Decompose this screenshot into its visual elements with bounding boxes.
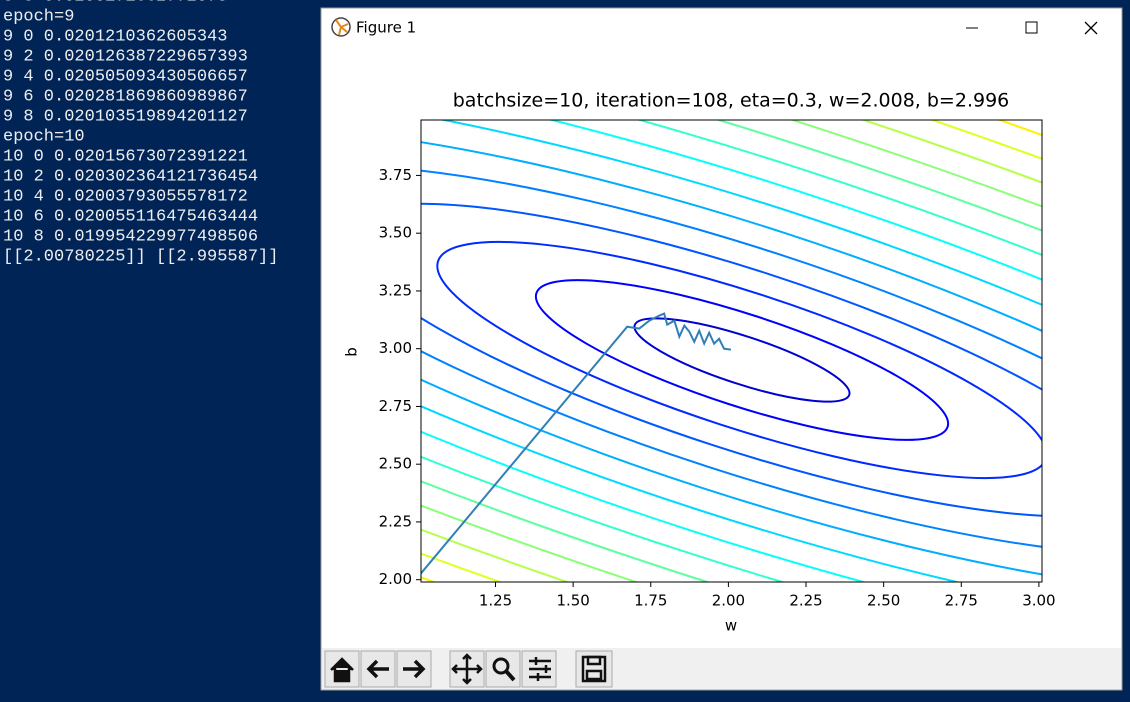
close-button[interactable] (1084, 21, 1098, 35)
save-button[interactable] (575, 650, 613, 688)
y-axis-label: b (343, 347, 361, 357)
terminal-line: 9 4 0.020505093430506657 (3, 67, 248, 86)
contour-line (421, 202, 1042, 518)
zoom-button[interactable] (485, 650, 521, 688)
terminal-line: 10 6 0.020055116475463444 (3, 207, 258, 226)
x-tick-label: 2.00 (712, 592, 745, 610)
terminal-line: 10 8 0.019954229977498506 (3, 227, 258, 246)
terminal: 8 8 0.0200171662772073epoch=99 0 0.02012… (3, 0, 278, 266)
x-tick-label: 1.25 (479, 592, 512, 610)
pan-button[interactable] (449, 650, 485, 688)
y-tick-label: 2.75 (379, 397, 412, 415)
terminal-line: 10 0 0.02015673072391221 (3, 147, 248, 166)
trajectory-line (421, 312, 732, 575)
terminal-line: 9 8 0.020103519894201127 (3, 107, 248, 126)
back-button[interactable] (360, 650, 396, 688)
terminal-line: 9 2 0.020126387229657393 (3, 47, 248, 66)
terminal-line: epoch=10 (3, 127, 85, 146)
contour-line (421, 164, 1042, 556)
window-icon (331, 17, 351, 37)
configure-button[interactable] (521, 650, 557, 688)
x-tick-label: 1.50 (556, 592, 589, 610)
contour-line (534, 279, 950, 441)
y-tick-label: 3.00 (379, 339, 412, 357)
y-tick-label: 3.75 (379, 166, 412, 184)
x-tick-label: 1.75 (634, 592, 667, 610)
terminal-line: 9 6 0.020281869860989867 (3, 87, 248, 106)
x-tick-label: 2.75 (945, 592, 978, 610)
terminal-line: epoch=9 (3, 7, 74, 26)
maximize-button[interactable] (1025, 21, 1038, 34)
terminal-line: 9 0 0.0201210362605343 (3, 27, 227, 46)
y-tick-label: 3.25 (379, 281, 412, 299)
x-axis-label: w (725, 617, 737, 635)
y-tick-label: 2.50 (379, 455, 412, 473)
window-title: Figure 1 (356, 19, 416, 37)
terminal-line: 8 8 0.0200171662772073 (3, 0, 227, 6)
axes-frame (420, 119, 1043, 583)
plot (416, 174, 1040, 587)
x-tick-label: 2.50 (867, 592, 900, 610)
y-tick-label: 2.00 (379, 570, 412, 588)
terminal-line: 10 2 0.020302364121736454 (3, 167, 258, 186)
y-tick-label: 3.50 (379, 224, 412, 242)
contour-line (421, 126, 1042, 582)
forward-button[interactable] (396, 650, 432, 688)
terminal-line: [[2.00780225]] [[2.995587]] (3, 247, 278, 266)
chart-title: batchsize=10, iteration=108, eta=0.3, w=… (453, 90, 1010, 112)
x-tick-label: 3.00 (1022, 592, 1055, 610)
terminal-line: 10 4 0.02003793055578172 (3, 187, 248, 206)
home-button[interactable] (324, 650, 360, 688)
contour-line (436, 240, 1042, 480)
x-tick-label: 2.25 (789, 592, 822, 610)
y-tick-label: 2.25 (379, 512, 412, 530)
toolbar (322, 648, 1121, 689)
contour-line (633, 317, 851, 403)
